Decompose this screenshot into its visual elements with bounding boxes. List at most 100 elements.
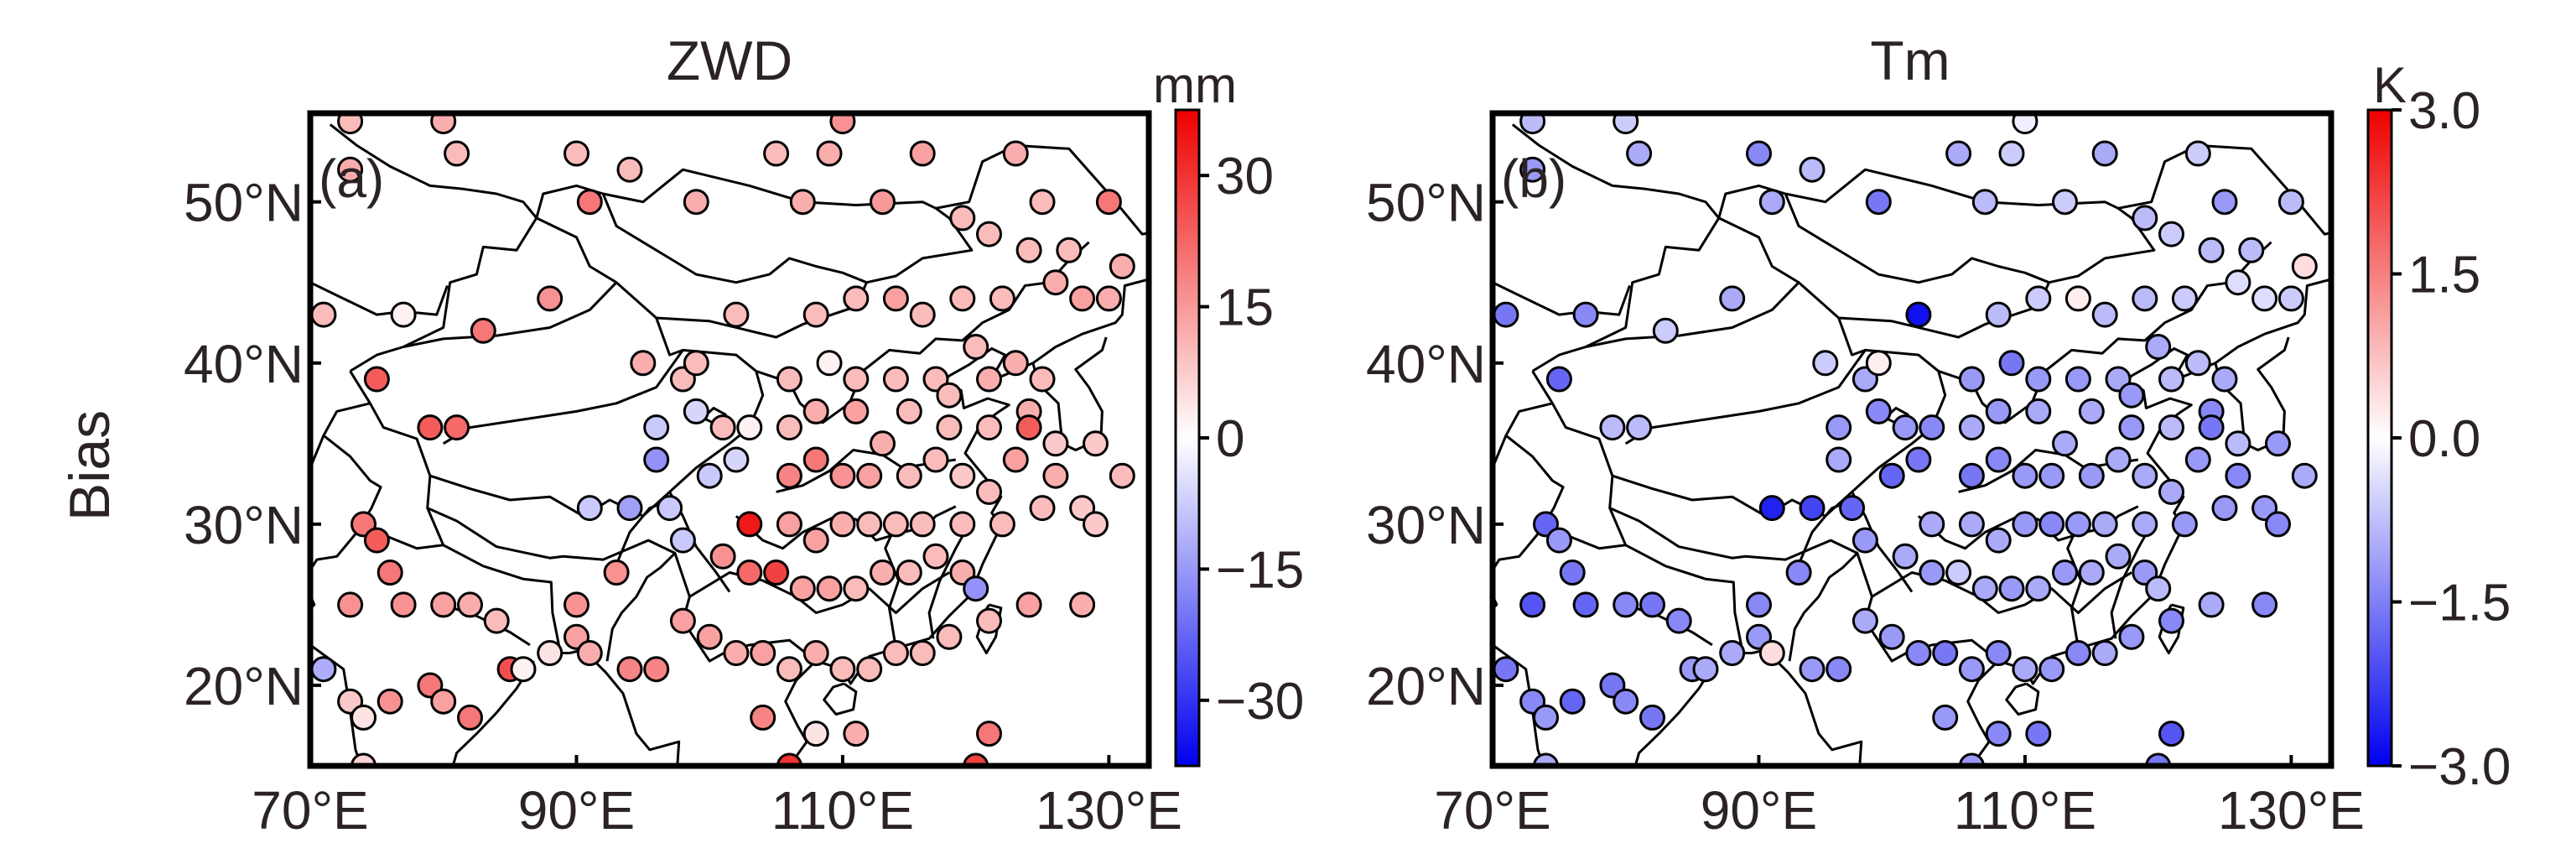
station-marker-a xyxy=(802,640,829,666)
station-marker-b xyxy=(1572,591,1599,618)
station-marker-a xyxy=(643,656,670,683)
station-marker-a xyxy=(1056,237,1083,263)
station-marker-b xyxy=(2238,237,2265,263)
station-marker-b xyxy=(1758,495,1785,522)
station-marker-a xyxy=(802,721,829,747)
station-marker-b xyxy=(2265,430,2291,457)
station-marker-b xyxy=(1665,607,1692,634)
station-marker-b xyxy=(1599,414,1626,441)
station-marker-b xyxy=(1852,527,1878,554)
border-line xyxy=(2066,515,2084,649)
station-marker-b xyxy=(1919,560,1945,586)
colorbar-tick-label: −30 xyxy=(1216,673,1304,731)
border-line xyxy=(451,660,535,766)
station-marker-b xyxy=(1758,189,1785,216)
station-marker-a xyxy=(1069,591,1096,618)
station-marker-a xyxy=(1042,462,1069,489)
station-marker-a xyxy=(963,575,989,602)
station-marker-b xyxy=(1919,511,1945,538)
lat-tick-label: 40°N xyxy=(184,334,304,394)
station-marker-a xyxy=(430,688,457,715)
station-marker-a xyxy=(1109,253,1135,279)
panel-b-label: (b) xyxy=(1501,148,1566,209)
border-line xyxy=(927,523,971,639)
station-marker-b xyxy=(1519,113,1546,135)
station-marker-a xyxy=(776,656,802,683)
station-marker-b xyxy=(1932,704,1959,731)
station-marker-a xyxy=(683,189,709,216)
station-marker-b xyxy=(2184,350,2211,377)
panel-b-frame xyxy=(1489,110,2334,769)
station-marker-a xyxy=(829,113,856,135)
station-marker-a xyxy=(976,721,1002,747)
border-line xyxy=(310,643,362,766)
station-marker-b xyxy=(2132,462,2158,489)
station-marker-a xyxy=(816,575,843,602)
lon-tick-label: 130°E xyxy=(1036,780,1182,841)
station-marker-a xyxy=(616,156,643,183)
station-marker-a xyxy=(882,511,909,538)
station-marker-b xyxy=(2012,113,2038,135)
station-marker-b xyxy=(2025,366,2052,393)
station-marker-b xyxy=(1892,543,1919,570)
station-marker-b xyxy=(1545,527,1572,554)
station-marker-b xyxy=(2277,189,2304,216)
station-marker-b xyxy=(1626,414,1653,441)
station-marker-b xyxy=(1865,398,1892,424)
station-marker-b xyxy=(1865,350,1892,377)
panel-a-frame xyxy=(307,110,1152,769)
station-marker-a xyxy=(390,591,417,618)
station-marker-a xyxy=(736,414,763,441)
panel-b: Tm (b) 70°E 90°E 110°E 130°E 50°N 40°N 30°N 20°… xyxy=(1366,29,2511,841)
station-marker-a xyxy=(896,560,922,586)
border-line xyxy=(1493,643,1545,766)
station-marker-a xyxy=(430,591,457,618)
colorbar-a-gradient xyxy=(1174,108,1201,768)
station-marker-b xyxy=(1971,189,1998,216)
station-marker-b xyxy=(1799,156,1826,183)
station-marker-a xyxy=(669,527,696,554)
station-marker-a xyxy=(630,350,657,377)
border-line xyxy=(756,241,1090,424)
station-marker-b xyxy=(1799,495,1826,522)
station-marker-a xyxy=(1095,285,1122,312)
station-marker-b xyxy=(1945,140,1972,167)
station-marker-b xyxy=(2078,462,2105,489)
border-line xyxy=(310,402,371,472)
border-line xyxy=(823,682,858,716)
lon-tick-label: 90°E xyxy=(518,780,635,841)
border-line xyxy=(329,123,538,219)
station-marker-b xyxy=(1652,317,1679,344)
station-marker-b xyxy=(1519,156,1546,183)
station-marker-b xyxy=(1545,366,1572,393)
station-marker-a xyxy=(1029,189,1056,216)
station-marker-a xyxy=(723,640,750,666)
station-marker-b xyxy=(1998,350,2025,377)
station-marker-a xyxy=(976,607,1002,634)
station-marker-b xyxy=(1932,640,1959,666)
station-marker-b xyxy=(2158,366,2184,393)
colorbar-tick-label: 1.5 xyxy=(2408,247,2480,305)
station-marker-b xyxy=(1971,575,1998,602)
station-marker-a xyxy=(1015,414,1042,441)
station-marker-a xyxy=(1015,591,1042,618)
lon-tick-label: 90°E xyxy=(1701,780,1817,841)
station-marker-b xyxy=(1852,607,1878,634)
station-marker-a xyxy=(1002,446,1029,473)
station-marker-b xyxy=(2277,285,2304,312)
station-marker-a xyxy=(789,575,816,602)
station-marker-b xyxy=(1958,414,1985,441)
station-marker-a xyxy=(843,575,870,602)
station-marker-a xyxy=(363,366,390,393)
station-marker-a xyxy=(896,398,922,424)
station-marker-a xyxy=(1095,189,1122,216)
station-marker-a xyxy=(856,462,883,489)
station-marker-a xyxy=(922,446,949,473)
station-marker-a xyxy=(377,688,403,715)
station-marker-a xyxy=(776,462,802,489)
station-marker-b xyxy=(2078,398,2105,424)
station-marker-a xyxy=(763,560,790,586)
station-marker-b xyxy=(1613,688,1639,715)
station-marker-a xyxy=(949,462,976,489)
station-marker-b xyxy=(2158,414,2184,441)
